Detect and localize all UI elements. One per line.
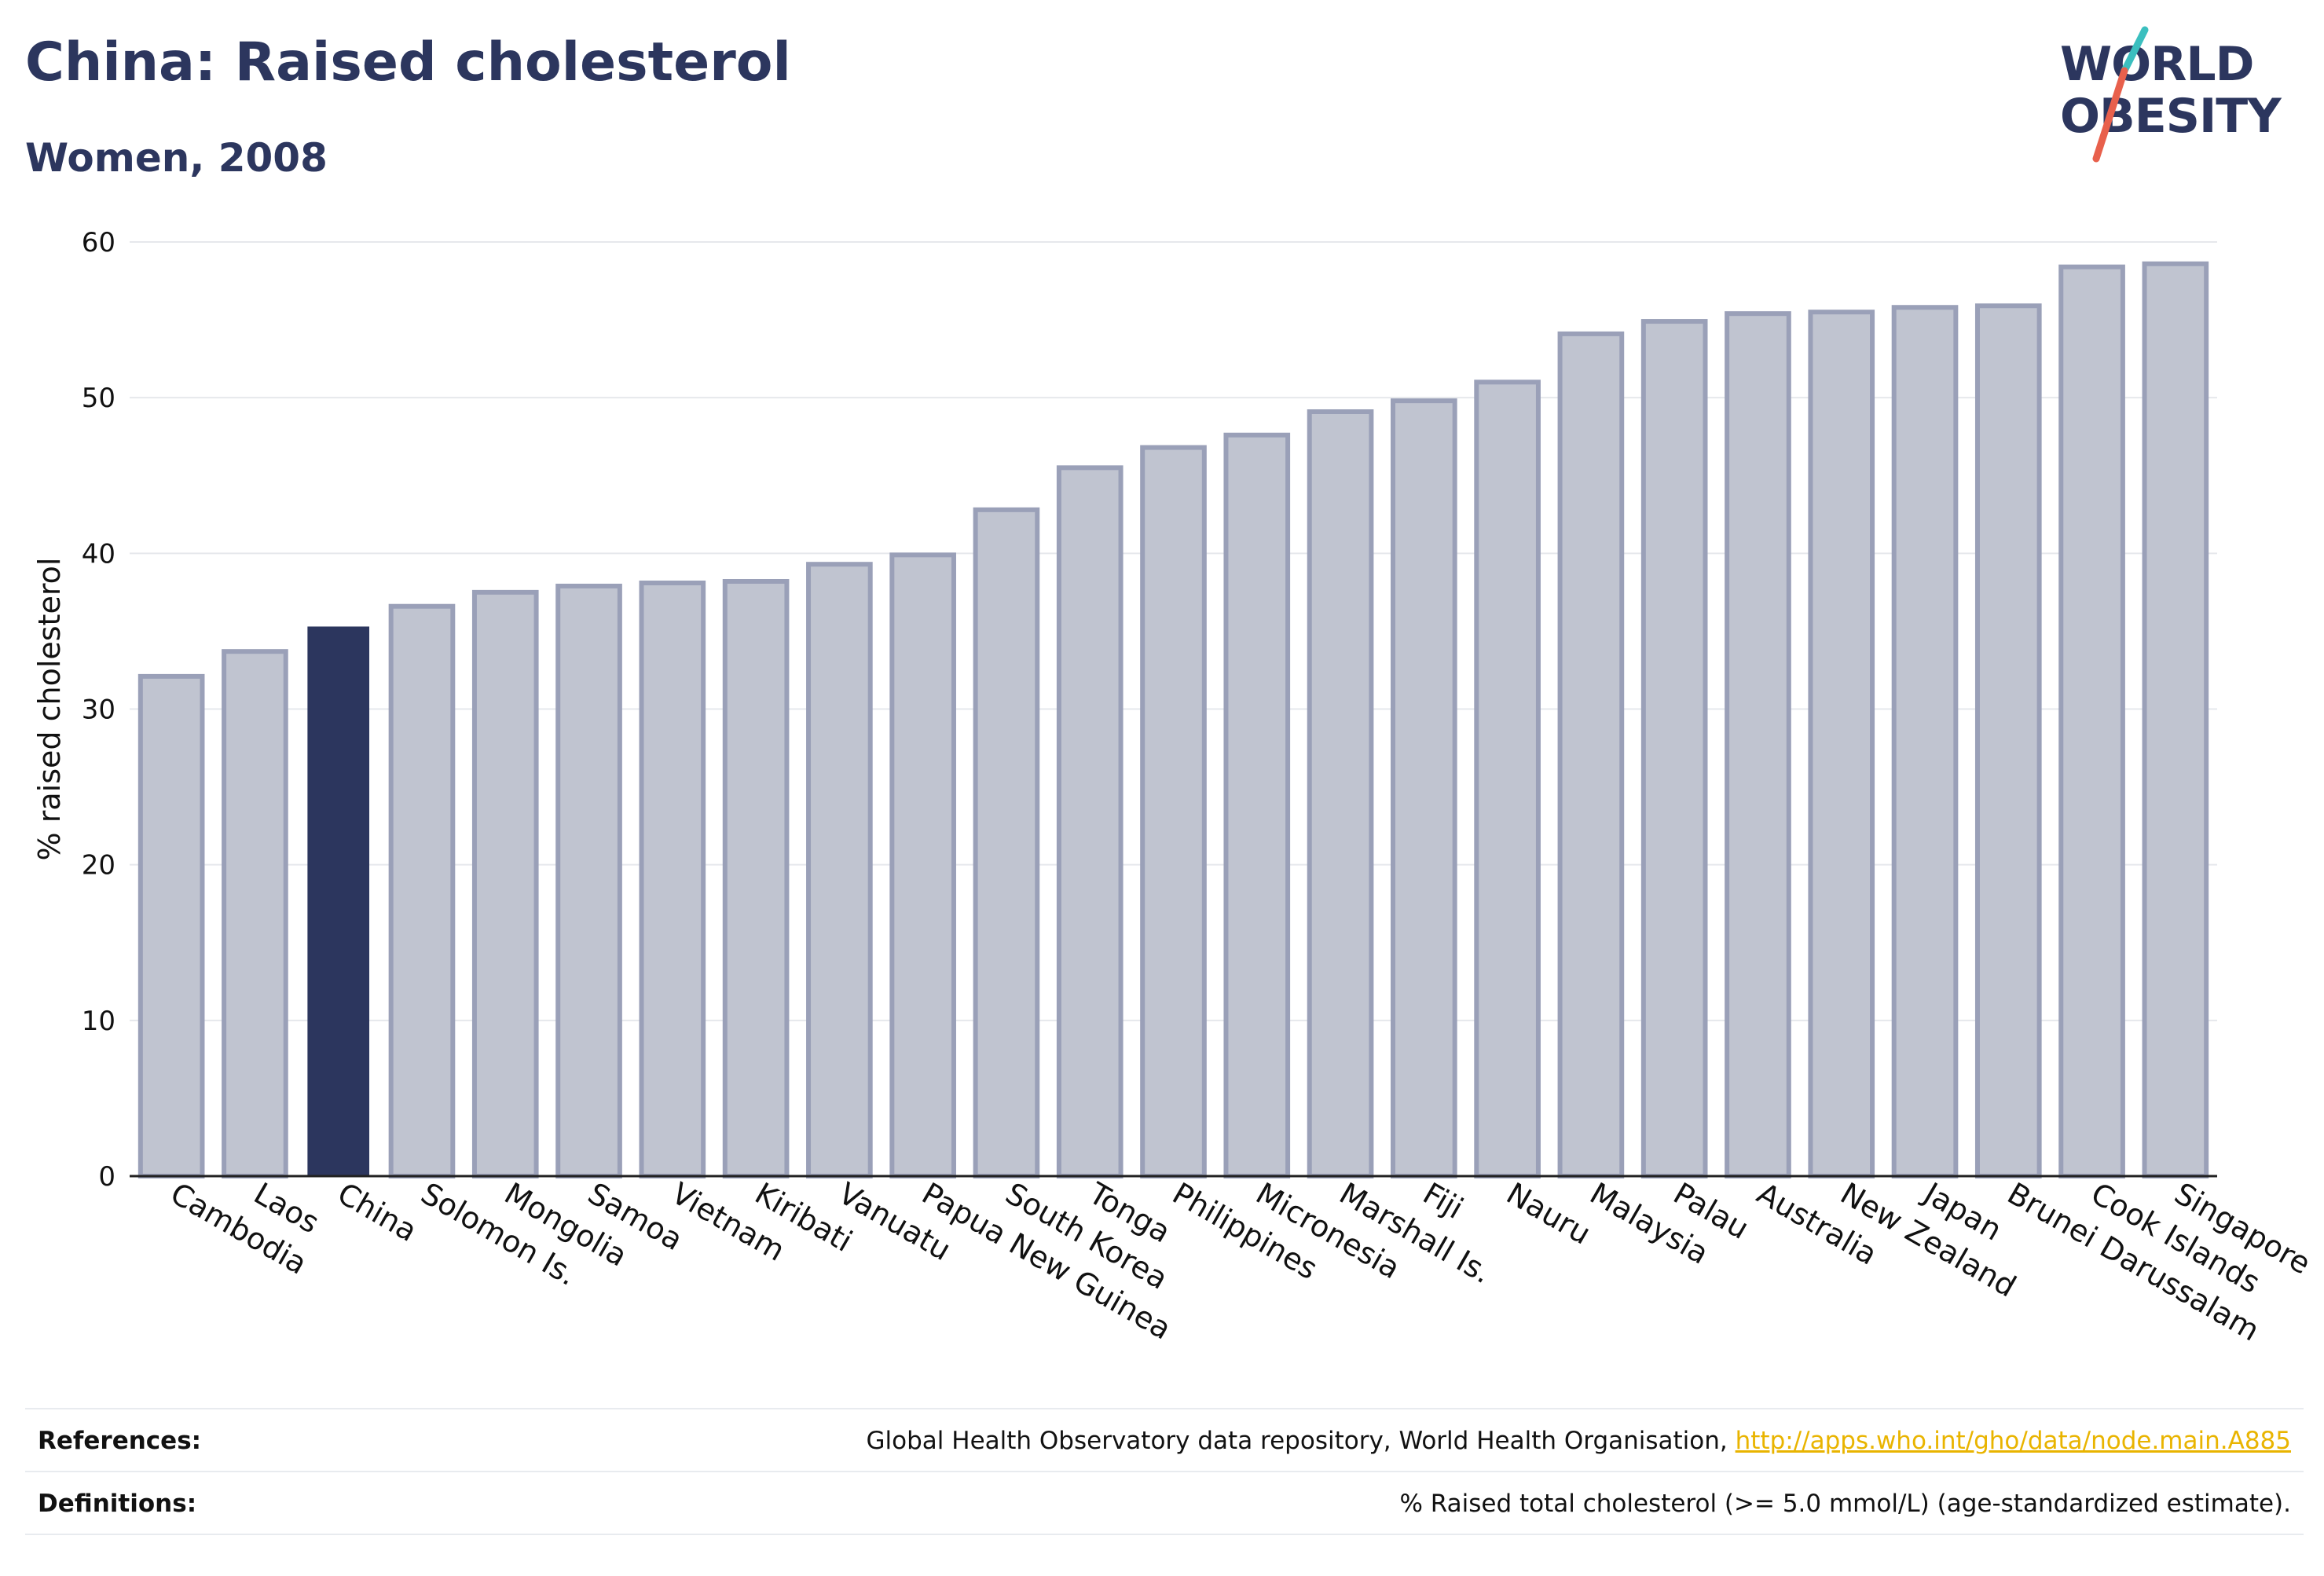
bar <box>1640 319 1708 1179</box>
bar <box>222 649 288 1178</box>
references-text: Global Health Observatory data repositor… <box>866 1427 1736 1455</box>
world-obesity-logo: WORLD OBESITY <box>2051 24 2310 165</box>
x-tick-label: Nauru <box>1501 1176 1596 1252</box>
bar <box>722 579 790 1178</box>
references-label: References: <box>38 1427 202 1455</box>
y-tick-label: 30 <box>82 695 115 726</box>
x-tick-label: China <box>332 1176 423 1248</box>
bar <box>1725 311 1791 1179</box>
footer-divider <box>25 1534 2304 1535</box>
bar <box>1557 331 1625 1178</box>
logo-line2: OBESITY <box>2060 89 2282 144</box>
bar <box>1391 398 1457 1178</box>
bar <box>1223 432 1291 1178</box>
definitions-label: Definitions: <box>38 1490 197 1518</box>
chart-subtitle: Women, 2008 <box>25 135 328 181</box>
y-tick-label: 10 <box>82 1006 115 1037</box>
logo-slash-icon <box>2092 26 2149 163</box>
y-axis-title: % raised cholesterol <box>32 558 67 861</box>
bar <box>2058 264 2125 1178</box>
bar <box>639 580 706 1178</box>
chart-title: China: Raised cholesterol <box>25 31 791 93</box>
bar <box>307 626 370 1176</box>
bar <box>1808 310 1875 1178</box>
bar <box>388 603 456 1178</box>
bar <box>1140 445 1207 1178</box>
references-link[interactable]: http://apps.who.int/gho/data/node.main.A… <box>1735 1427 2291 1455</box>
y-tick-label: 0 <box>98 1161 115 1193</box>
y-tick-label: 50 <box>82 383 115 414</box>
bar <box>1056 465 1124 1178</box>
references-row: References: Global Health Observatory da… <box>25 1408 2304 1472</box>
bar <box>2142 261 2209 1179</box>
bar <box>1474 379 1541 1179</box>
definitions-row: Definitions: % Raised total cholesterol … <box>25 1471 2304 1535</box>
bar <box>1974 303 2042 1179</box>
logo-line1: WORLD <box>2060 37 2254 92</box>
bar <box>973 507 1040 1178</box>
bar <box>471 589 539 1178</box>
bar <box>1891 305 1959 1179</box>
bar <box>555 583 622 1179</box>
references-value: Global Health Observatory data repositor… <box>867 1427 2291 1455</box>
y-tick-label: 40 <box>82 538 115 570</box>
bar <box>1307 409 1374 1179</box>
definitions-text: % Raised total cholesterol (>= 5.0 mmol/… <box>1399 1490 2291 1518</box>
bar <box>889 552 956 1178</box>
bar <box>137 673 205 1178</box>
y-tick-label: 20 <box>82 850 115 881</box>
bar <box>806 562 873 1178</box>
y-tick-label: 60 <box>82 227 115 258</box>
